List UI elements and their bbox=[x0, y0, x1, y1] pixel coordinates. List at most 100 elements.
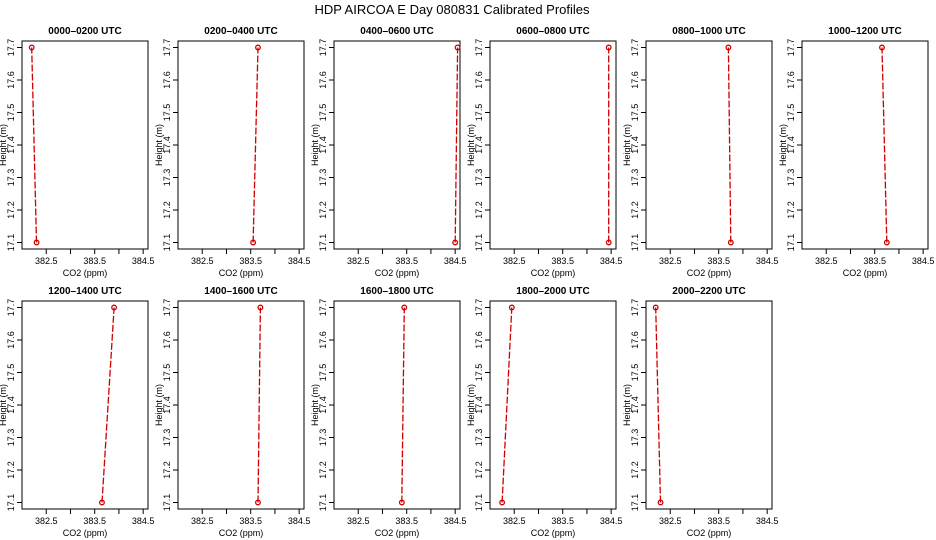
y-axis-label: Height (m) bbox=[0, 384, 8, 426]
y-axis-label: Height (m) bbox=[310, 124, 320, 166]
plot-frame bbox=[21, 40, 149, 250]
data-point bbox=[727, 239, 734, 246]
panel-title: 1000–1200 UTC bbox=[828, 26, 901, 37]
data-point bbox=[401, 304, 408, 311]
x-axis-label: CO2 (ppm) bbox=[63, 268, 108, 278]
x-axis-label: CO2 (ppm) bbox=[375, 268, 420, 278]
y-tick-label: 17.2 bbox=[6, 461, 16, 479]
y-tick-label: 17.1 bbox=[474, 494, 484, 512]
x-axis-label: CO2 (ppm) bbox=[375, 528, 420, 538]
y-tick-label: 17.1 bbox=[6, 494, 16, 512]
y-tick-label: 17.5 bbox=[474, 364, 484, 382]
y-tick-label: 17.1 bbox=[630, 494, 640, 512]
x-axis-label: CO2 (ppm) bbox=[219, 528, 264, 538]
data-point bbox=[250, 239, 257, 246]
data-point bbox=[883, 239, 890, 246]
y-tick-label: 17.5 bbox=[162, 104, 172, 122]
data-point bbox=[499, 499, 506, 506]
y-tick-label: 17.7 bbox=[318, 39, 328, 57]
x-tick-label: 383.5 bbox=[83, 516, 106, 526]
y-tick-label: 17.2 bbox=[162, 461, 172, 479]
x-tick-label: 384.5 bbox=[756, 516, 779, 526]
y-tick-label: 17.7 bbox=[318, 299, 328, 317]
y-axis-label: Height (m) bbox=[466, 384, 476, 426]
y-tick-label: 17.5 bbox=[630, 364, 640, 382]
panel-title: 1200–1400 UTC bbox=[48, 286, 121, 297]
profile-panel: 0200–0400 UTC 382.5 383.5 384.5 17.1 17.2 17.3… bbox=[154, 26, 310, 278]
y-tick-label: 17.7 bbox=[474, 299, 484, 317]
y-tick-label: 17.6 bbox=[318, 71, 328, 89]
y-tick-label: 17.6 bbox=[6, 331, 16, 349]
x-tick-label: 384.5 bbox=[288, 256, 311, 266]
y-tick-label: 17.7 bbox=[786, 39, 796, 57]
figure-title: HDP AIRCOA E Day 080831 Calibrated Profi… bbox=[314, 2, 590, 17]
x-tick-label: 382.5 bbox=[191, 256, 214, 266]
x-tick-label: 382.5 bbox=[815, 256, 838, 266]
y-tick-label: 17.3 bbox=[318, 429, 328, 447]
y-axis-label: Height (m) bbox=[466, 124, 476, 166]
y-tick-label: 17.5 bbox=[318, 104, 328, 122]
profile-line bbox=[727, 47, 732, 243]
data-point bbox=[657, 499, 664, 506]
x-tick-label: 382.5 bbox=[659, 256, 682, 266]
x-tick-label: 384.5 bbox=[912, 256, 935, 266]
y-tick-label: 17.4 bbox=[630, 396, 640, 414]
y-tick-label: 17.2 bbox=[474, 461, 484, 479]
x-tick-label: 382.5 bbox=[347, 516, 370, 526]
x-tick-label: 382.5 bbox=[35, 516, 58, 526]
profile-line bbox=[655, 307, 662, 503]
y-tick-label: 17.6 bbox=[162, 71, 172, 89]
y-tick-label: 17.4 bbox=[474, 136, 484, 154]
profile-panel: 0000–0200 UTC 382.5 383.5 384.5 17.1 17.2 17.3… bbox=[0, 26, 154, 278]
data-point bbox=[508, 304, 515, 311]
profile-line bbox=[881, 47, 888, 243]
y-tick-label: 17.5 bbox=[162, 364, 172, 382]
y-tick-label: 17.4 bbox=[6, 136, 16, 154]
y-axis-label: Height (m) bbox=[154, 384, 164, 426]
panel-title: 0200–0400 UTC bbox=[204, 26, 277, 37]
data-point bbox=[255, 44, 261, 51]
y-tick-label: 17.3 bbox=[630, 429, 640, 447]
plot-frame bbox=[489, 40, 617, 250]
profile-panel: 0600–0800 UTC 382.5 383.5 384.5 17.1 17.2 17.3… bbox=[466, 26, 622, 278]
x-axis-label: CO2 (ppm) bbox=[531, 528, 576, 538]
plot-frame bbox=[333, 300, 461, 510]
data-point bbox=[33, 239, 40, 246]
profile-line bbox=[401, 307, 405, 503]
data-point bbox=[111, 304, 118, 311]
y-tick-label: 17.3 bbox=[162, 429, 172, 447]
y-tick-label: 17.3 bbox=[6, 169, 16, 187]
y-tick-label: 17.6 bbox=[162, 331, 172, 349]
x-tick-label: 384.5 bbox=[132, 256, 155, 266]
data-point bbox=[452, 239, 459, 246]
profile-line bbox=[454, 47, 459, 243]
data-point bbox=[28, 44, 35, 51]
x-tick-label: 383.5 bbox=[551, 516, 574, 526]
y-tick-label: 17.4 bbox=[474, 396, 484, 414]
y-axis-label: Height (m) bbox=[154, 124, 164, 166]
y-tick-label: 17.4 bbox=[162, 396, 172, 414]
y-axis-label: Height (m) bbox=[0, 124, 8, 166]
y-tick-label: 17.5 bbox=[630, 104, 640, 122]
x-tick-label: 382.5 bbox=[503, 516, 526, 526]
x-tick-label: 384.5 bbox=[756, 256, 779, 266]
y-tick-label: 17.7 bbox=[162, 299, 172, 317]
y-tick-label: 17.1 bbox=[474, 234, 484, 252]
y-tick-label: 17.1 bbox=[162, 234, 172, 252]
y-tick-label: 17.6 bbox=[630, 331, 640, 349]
y-axis-label: Height (m) bbox=[310, 384, 320, 426]
x-axis-label: CO2 (ppm) bbox=[843, 268, 888, 278]
panel-title: 1600–1800 UTC bbox=[360, 286, 433, 297]
y-tick-label: 17.3 bbox=[318, 169, 328, 187]
profile-line bbox=[101, 307, 115, 503]
x-tick-label: 383.5 bbox=[239, 256, 262, 266]
plot-frame bbox=[21, 300, 149, 510]
y-tick-label: 17.5 bbox=[318, 364, 328, 382]
y-tick-label: 17.4 bbox=[318, 136, 328, 154]
profile-panel: 1200–1400 UTC 382.5 383.5 384.5 17.1 17.2 17.3… bbox=[0, 286, 154, 538]
plot-frame bbox=[801, 40, 929, 250]
x-tick-label: 384.5 bbox=[600, 516, 623, 526]
panel-title: 0800–1000 UTC bbox=[672, 26, 745, 37]
y-tick-label: 17.2 bbox=[162, 201, 172, 219]
profile-line bbox=[257, 307, 262, 503]
